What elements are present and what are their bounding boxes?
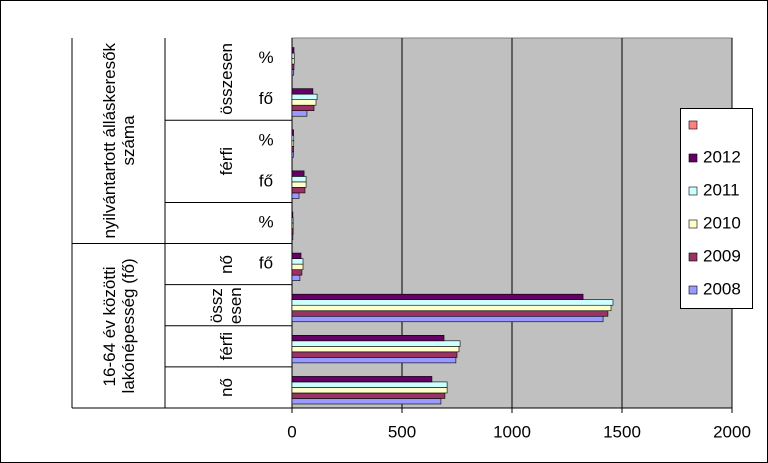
group-label-text: összesen <box>216 43 236 116</box>
bar <box>291 52 295 59</box>
bar <box>291 252 302 259</box>
bar <box>291 293 584 301</box>
bar <box>291 269 303 276</box>
category-label: % <box>258 212 273 231</box>
bar <box>291 170 305 177</box>
group-label-text: férfi <box>216 332 236 361</box>
bar <box>291 387 448 394</box>
bar <box>291 58 295 65</box>
group-label-text: nő <box>216 377 236 397</box>
bar <box>291 381 448 388</box>
legend-swatch <box>688 285 698 295</box>
bar <box>291 93 318 100</box>
bar <box>291 376 433 383</box>
bar <box>291 129 294 136</box>
bar <box>291 99 317 106</box>
x-tick-label: 1000 <box>493 422 531 441</box>
bar <box>291 192 300 199</box>
bar <box>291 104 315 112</box>
bar <box>291 274 301 281</box>
bar <box>291 340 461 347</box>
bar <box>291 351 458 358</box>
bar <box>291 228 294 235</box>
legend-box <box>680 108 753 309</box>
bar <box>291 334 445 342</box>
group-label: férfi <box>190 327 262 366</box>
x-tick-label: 2000 <box>713 422 751 441</box>
x-tick-label: 1500 <box>603 422 641 441</box>
legend-swatch <box>688 219 698 229</box>
legend-swatch <box>688 186 698 196</box>
legend-swatch <box>688 120 698 130</box>
bar <box>291 304 612 312</box>
bar <box>291 346 460 353</box>
supergroup-label: 16-64 év közötti lakónépesség (fő) <box>74 246 164 406</box>
bar <box>291 145 294 153</box>
legend-swatch <box>688 153 698 163</box>
bar <box>291 47 295 54</box>
legend-label: 2010 <box>703 213 741 232</box>
bar <box>291 134 295 142</box>
group-label: nő <box>190 368 262 407</box>
supergroup-label-text: 16-64 év közötti lakónépesség (fő) <box>100 258 138 394</box>
category-label: fő <box>259 254 273 273</box>
bar <box>291 392 446 399</box>
x-tick-label: 500 <box>388 422 416 441</box>
legend-label: 2012 <box>703 147 741 166</box>
bar <box>291 69 295 76</box>
bar <box>291 151 294 158</box>
bar <box>291 233 294 240</box>
bar <box>291 140 295 147</box>
bar <box>291 187 306 194</box>
legend-swatch <box>688 252 698 262</box>
legend-label: 2009 <box>703 246 741 265</box>
bar <box>291 222 294 229</box>
bar <box>291 263 304 270</box>
group-label: összesen <box>190 39 262 119</box>
bar <box>291 110 308 117</box>
category-label: fő <box>259 171 273 190</box>
bar <box>291 63 295 70</box>
bar <box>291 181 307 188</box>
bar <box>291 211 294 218</box>
supergroup-label-text: nyilvántartott álláskeresők száma <box>100 42 138 239</box>
legend-label: 2008 <box>703 279 741 298</box>
category-label: fő <box>259 89 273 108</box>
group-label-text: összesen <box>207 286 245 324</box>
x-tick-label: 0 <box>287 422 296 441</box>
bar <box>291 398 442 405</box>
group-label-text: nő <box>216 254 236 274</box>
group-label-text: férfi <box>216 147 236 176</box>
bar <box>291 258 304 265</box>
group-label: összesen <box>190 286 262 325</box>
bar <box>291 315 604 323</box>
group-label: nő <box>190 245 262 284</box>
category-label: % <box>258 48 273 67</box>
group-label: férfi <box>190 121 262 201</box>
bar <box>291 357 457 364</box>
bar <box>291 217 294 224</box>
supergroup-label: nyilvántartott álláskeresők száma <box>74 40 164 242</box>
bar <box>291 88 314 95</box>
bar <box>291 176 307 183</box>
legend-label: 2011 <box>703 180 740 199</box>
bar <box>291 310 609 317</box>
category-label: % <box>258 130 273 149</box>
bar <box>291 299 614 306</box>
